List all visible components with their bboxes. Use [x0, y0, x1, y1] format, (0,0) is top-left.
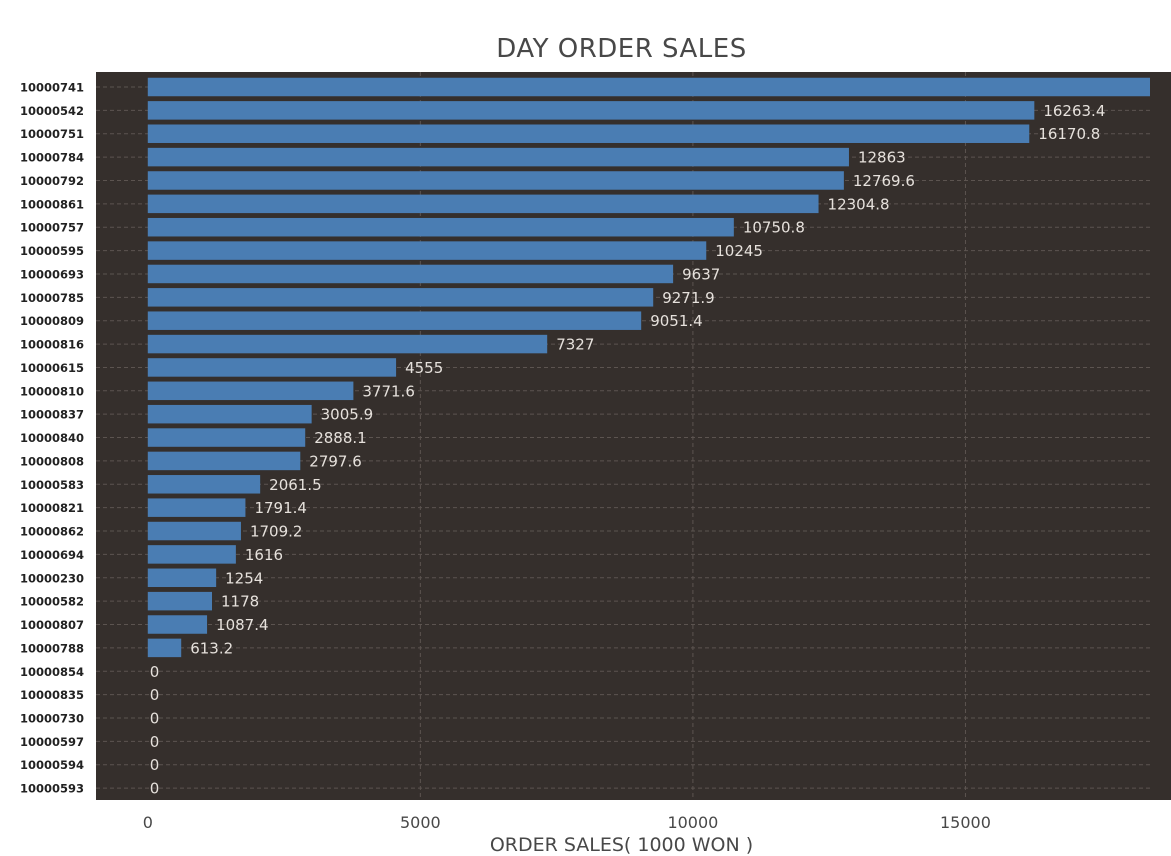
bar-value-label: 1709.2: [250, 523, 303, 541]
bar: [147, 615, 208, 634]
bar: [147, 241, 707, 260]
bar: [147, 404, 312, 424]
category-label: 10000810: [20, 384, 84, 398]
category-label: 10000809: [20, 314, 84, 328]
bar-value-label: 0: [150, 756, 160, 774]
bar: [147, 334, 548, 354]
bar-value-label: 1178: [221, 593, 259, 611]
category-label: 10000808: [20, 454, 84, 468]
category-labels: 10000741 10000542 10000751 10000784 10000792…: [20, 81, 84, 796]
bar-value-label: 12863: [858, 149, 906, 167]
category-label: 10000751: [20, 127, 84, 141]
category-label: 10000741: [20, 81, 84, 95]
bar-value-label: 1087.4: [216, 616, 269, 634]
category-label: 10000542: [20, 104, 84, 118]
bar-value-label: 2797.6: [309, 452, 362, 470]
x-tick-label: 5000: [400, 813, 441, 832]
category-label: 10000840: [20, 431, 84, 445]
category-label: 10000785: [20, 291, 84, 305]
category-label: 10000597: [20, 735, 84, 749]
bar-value-label: 1254: [225, 569, 263, 587]
bar-value-label: 1616: [245, 546, 283, 564]
bar: [147, 288, 654, 307]
bar: [147, 358, 397, 377]
bar: [147, 568, 217, 588]
category-label: 10000835: [20, 688, 84, 702]
bar: [147, 171, 844, 190]
category-label: 10000862: [20, 525, 84, 539]
bar-value-label: 613.2: [190, 639, 233, 657]
bar: [147, 591, 213, 611]
bar-value-label: 10245: [715, 242, 763, 260]
category-label: 10000593: [20, 782, 84, 796]
bar-value-label: 0: [150, 733, 160, 751]
category-label: 10000595: [20, 244, 84, 258]
bar-value-label: 3005.9: [321, 406, 374, 424]
category-label: 10000784: [20, 151, 84, 165]
bar-value-label: 0: [150, 780, 160, 798]
category-label: 10000230: [20, 571, 84, 585]
bar: [147, 381, 354, 401]
category-label: 10000730: [20, 711, 84, 725]
bar: [147, 521, 241, 541]
bar-value-label: 2061.5: [269, 476, 322, 494]
category-label: 10000837: [20, 408, 84, 422]
category-label: 10000792: [20, 174, 84, 188]
bars: [147, 77, 1150, 658]
bar: [147, 77, 1150, 97]
bar: [147, 475, 261, 494]
category-label: 10000693: [20, 267, 84, 281]
bar-value-label: 10750.8: [743, 219, 805, 237]
bar: [147, 101, 1035, 120]
x-tick-label: 0: [143, 813, 153, 832]
bar: [147, 147, 849, 167]
bar-value-label: 0: [150, 686, 160, 704]
category-label: 10000821: [20, 501, 84, 515]
category-label: 10000807: [20, 618, 84, 632]
x-tick-label: 15000: [940, 813, 991, 832]
bar-value-label: 12304.8: [828, 195, 890, 213]
bar-value-label: 0: [150, 663, 160, 681]
bar-value-label: 9271.9: [662, 289, 715, 307]
category-label: 10000583: [20, 478, 84, 492]
category-label: 10000861: [20, 197, 84, 211]
category-label: 10000694: [20, 548, 84, 562]
chart-title: DAY ORDER SALES: [496, 34, 747, 64]
bar-value-label: 12769.6: [853, 172, 915, 190]
bar: [147, 638, 182, 658]
bar: [147, 194, 819, 214]
bar: [147, 451, 301, 471]
bar: [147, 124, 1030, 143]
x-tick-label: 10000: [667, 813, 718, 832]
grid-lines: [96, 72, 1150, 800]
bar-value-label: 0: [150, 709, 160, 727]
bar-value-label: 4555: [405, 359, 443, 377]
category-label: 10000788: [20, 641, 84, 655]
bar: [147, 311, 642, 330]
bar-value-label: 16263.4: [1043, 102, 1105, 120]
bar: [147, 217, 734, 237]
bar-value-label: 7327: [556, 336, 594, 354]
value-labels: 1954816263.416170.81286312769.612304.810…: [150, 102, 1106, 798]
bar: [147, 428, 306, 447]
category-label: 10000757: [20, 221, 84, 235]
bar-value-label: 9051.4: [650, 312, 703, 330]
bar: [147, 545, 236, 564]
bar: [147, 264, 674, 284]
bar-value-label: 16170.8: [1038, 125, 1100, 143]
category-label: 10000816: [20, 338, 84, 352]
category-label: 10000615: [20, 361, 84, 375]
bar-value-label: 9637: [682, 265, 720, 283]
category-label: 10000854: [20, 665, 84, 679]
bar-value-label: 3771.6: [362, 382, 415, 400]
category-label: 10000582: [20, 595, 84, 609]
x-tick-labels: 05000100001500020000: [143, 813, 991, 832]
category-label: 10000594: [20, 758, 84, 772]
x-axis-title: ORDER SALES( 1000 WON ): [489, 834, 754, 856]
bar-value-label: 2888.1: [314, 429, 367, 447]
bar-value-label: 1791.4: [254, 499, 307, 517]
bar: [147, 498, 246, 517]
